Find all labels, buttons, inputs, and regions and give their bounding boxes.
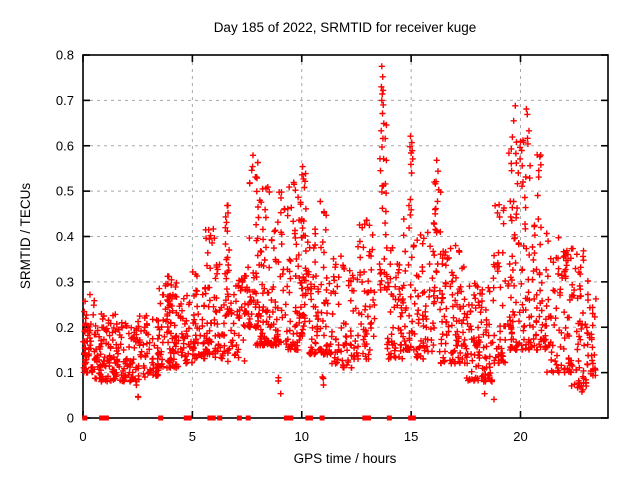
y-tick-label: 0.8 xyxy=(56,48,74,63)
y-tick-label: 0.7 xyxy=(56,93,74,108)
x-axis-label: GPS time / hours xyxy=(294,451,397,466)
y-tick-label: 0.4 xyxy=(56,229,74,244)
x-tick-label: 15 xyxy=(404,429,418,444)
x-tick-label: 10 xyxy=(295,429,309,444)
y-tick-label: 0.1 xyxy=(56,365,74,380)
x-tick-label: 5 xyxy=(189,429,196,444)
chart-title: Day 185 of 2022, SRMTID for receiver kug… xyxy=(214,20,477,35)
zero-markers xyxy=(82,415,416,421)
y-tick-label: 0.5 xyxy=(56,184,74,199)
y-tick-label: 0.2 xyxy=(56,320,74,335)
y-tick-label: 0.6 xyxy=(56,138,74,153)
y-tick-labels: 0 0.1 0.2 0.3 0.4 0.5 0.6 0.7 0.8 xyxy=(56,48,74,426)
x-tick-label: 20 xyxy=(513,429,527,444)
y-axis-label: SRMTID / TECUs xyxy=(18,183,33,290)
x-tick-labels: 0 5 10 15 20 xyxy=(79,429,527,444)
y-tick-label: 0 xyxy=(67,411,74,426)
data-points xyxy=(80,63,599,403)
x-tick-label: 0 xyxy=(79,429,86,444)
plot-border xyxy=(82,54,609,419)
y-tick-label: 0.3 xyxy=(56,274,74,289)
